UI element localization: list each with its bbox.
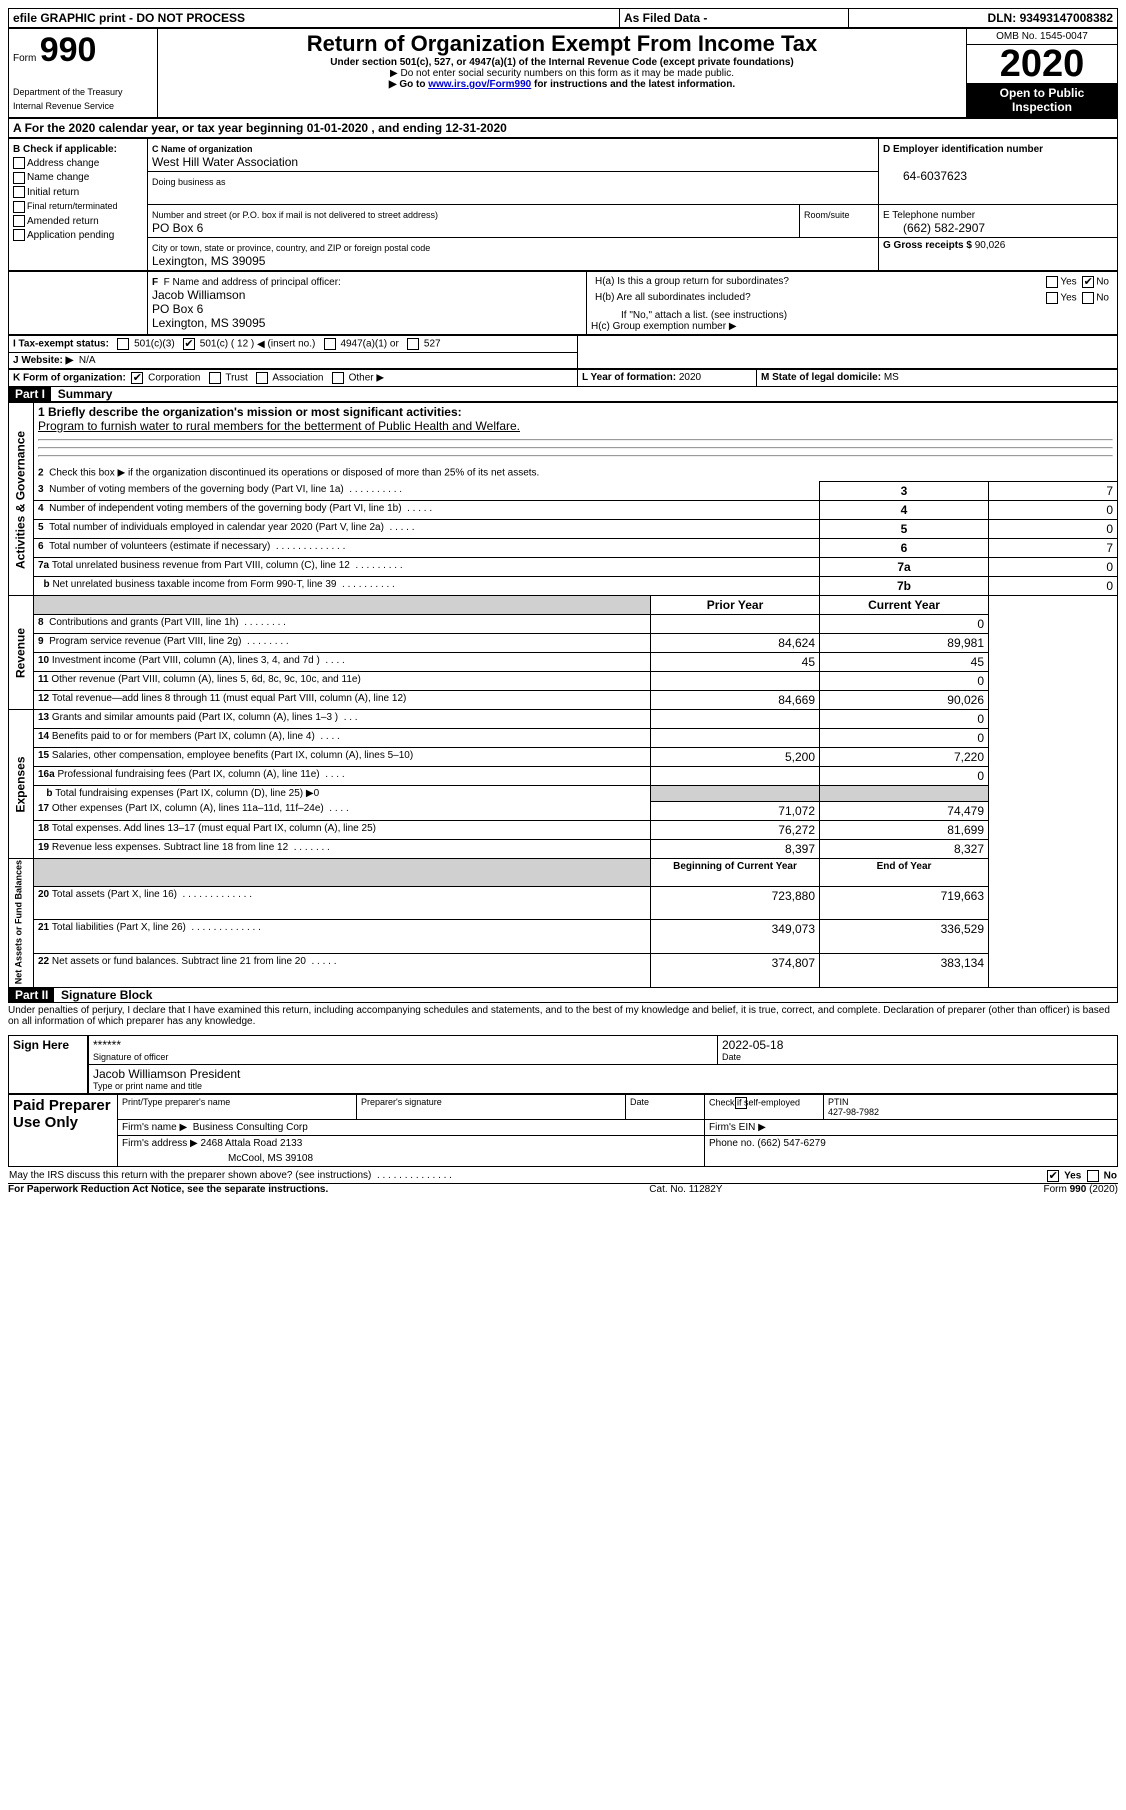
room-label: Room/suite bbox=[804, 210, 850, 220]
dept-treasury: Department of the Treasury bbox=[13, 87, 123, 97]
efile-note: efile GRAPHIC print - DO NOT PROCESS bbox=[9, 9, 620, 28]
firm-ein-label: Firm's EIN ▶ bbox=[705, 1119, 1118, 1135]
cb-name-change[interactable]: Name change bbox=[27, 172, 89, 183]
firm-name: Business Consulting Corp bbox=[193, 1122, 308, 1133]
line-a: A For the 2020 calendar year, or tax yea… bbox=[8, 118, 1118, 138]
korg-block: K Form of organization: Corporation Trus… bbox=[8, 369, 1118, 387]
perjury-decl: Under penalties of perjury, I declare th… bbox=[8, 1003, 1118, 1035]
state-domicile: MS bbox=[884, 372, 899, 383]
gross-receipts: 90,026 bbox=[975, 240, 1006, 251]
firm-addr: 2468 Attala Road 2133 bbox=[201, 1138, 303, 1149]
cat-no: Cat. No. 11282Y bbox=[649, 1184, 722, 1195]
paid-preparer: Paid Preparer Use Only Print/Type prepar… bbox=[8, 1094, 1118, 1167]
section-ag: Activities & Governance bbox=[9, 403, 34, 596]
d-label: D Employer identification number bbox=[883, 144, 1043, 155]
street-label: Number and street (or P.O. box if mail i… bbox=[152, 210, 438, 220]
form-header: Form 990 Department of the Treasury Inte… bbox=[8, 28, 1118, 118]
sig-officer-label: Signature of officer bbox=[93, 1052, 713, 1062]
city-label: City or town, state or province, country… bbox=[152, 243, 430, 253]
i-label: I Tax-exempt status: bbox=[13, 339, 109, 350]
footer: May the IRS discuss this return with the… bbox=[8, 1169, 1118, 1183]
ha-label: H(a) Is this a group return for subordin… bbox=[591, 274, 930, 290]
form-title: Return of Organization Exempt From Incom… bbox=[162, 31, 962, 57]
j-label: J Website: ▶ bbox=[13, 355, 73, 366]
f-label: F F Name and address of principal office… bbox=[152, 277, 341, 288]
year-formation: 2020 bbox=[679, 372, 701, 383]
l1-label: 1 Briefly describe the organization's mi… bbox=[38, 405, 462, 419]
street: PO Box 6 bbox=[152, 221, 203, 235]
c-name-label: C Name of organization bbox=[152, 144, 253, 154]
hb-note: If "No," attach a list. (see instruction… bbox=[591, 310, 1113, 321]
mission-text: Program to furnish water to rural member… bbox=[38, 419, 520, 433]
k-label: K Form of organization: bbox=[13, 373, 126, 384]
officer-addr1: PO Box 6 bbox=[152, 302, 203, 316]
irs-label: Internal Revenue Service bbox=[13, 101, 114, 111]
firm-addr2: McCool, MS 39108 bbox=[118, 1151, 705, 1167]
section-exp: Expenses bbox=[9, 710, 34, 859]
cb-initial-return[interactable]: Initial return bbox=[27, 187, 79, 198]
part-i-header: Part I Summary bbox=[8, 387, 1118, 402]
officer-addr2: Lexington, MS 39095 bbox=[152, 316, 265, 330]
hc-label: H(c) Group exemption number ▶ bbox=[591, 321, 1113, 332]
entity-block: B Check if applicable: Address change Na… bbox=[8, 138, 1118, 271]
paperwork-notice: For Paperwork Reduction Act Notice, see … bbox=[8, 1184, 328, 1195]
summary-table: Activities & Governance 1 Briefly descri… bbox=[8, 402, 1118, 988]
officer-block: F F Name and address of principal office… bbox=[8, 271, 1118, 335]
sig-date: 2022-05-18 bbox=[722, 1038, 783, 1052]
form-number: 990 bbox=[40, 31, 97, 69]
e-label: E Telephone number bbox=[883, 210, 975, 221]
cb-amended[interactable]: Amended return bbox=[27, 216, 99, 227]
paid-preparer-label: Paid Preparer Use Only bbox=[9, 1094, 118, 1166]
cb-address-change[interactable]: Address change bbox=[27, 158, 99, 169]
ptin: 427-98-7982 bbox=[828, 1107, 879, 1117]
org-name: West Hill Water Association bbox=[152, 155, 298, 169]
section-rev: Revenue bbox=[9, 596, 34, 710]
sig-typed: Jacob Williamson President bbox=[93, 1067, 240, 1081]
open-inspection: Open to Public Inspection bbox=[967, 83, 1117, 117]
ein: 64-6037623 bbox=[883, 169, 967, 183]
form-label: Form bbox=[13, 53, 36, 64]
g-label: G Gross receipts $ bbox=[883, 240, 972, 251]
top-bar: efile GRAPHIC print - DO NOT PROCESS As … bbox=[8, 8, 1118, 28]
form-foot: Form 990 (2020) bbox=[1044, 1184, 1118, 1195]
subtitle-2: ▶ Do not enter social security numbers o… bbox=[162, 68, 962, 79]
city: Lexington, MS 39095 bbox=[152, 254, 265, 268]
as-filed: As Filed Data - bbox=[620, 9, 849, 28]
subtitle-1: Under section 501(c), 527, or 4947(a)(1)… bbox=[162, 57, 962, 68]
phone: (662) 582-2907 bbox=[883, 221, 985, 235]
sign-here: Sign Here ****** Signature of officer 20… bbox=[8, 1035, 1118, 1094]
l2-text: Check this box ▶ if the organization dis… bbox=[49, 468, 539, 479]
sign-here-label: Sign Here bbox=[9, 1035, 89, 1093]
irs-link[interactable]: www.irs.gov/Form990 bbox=[428, 79, 531, 90]
cb-app-pending[interactable]: Application pending bbox=[27, 230, 114, 241]
tax-year: 2020 bbox=[967, 45, 1117, 83]
dln: DLN: 93493147008382 bbox=[849, 9, 1118, 28]
part-ii-header: Part II Signature Block bbox=[8, 988, 1118, 1003]
hb-label: H(b) Are all subordinates included? bbox=[591, 290, 930, 306]
officer-name: Jacob Williamson bbox=[152, 288, 245, 302]
firm-phone: (662) 547-6279 bbox=[757, 1138, 825, 1149]
section-nab: Net Assets or Fund Balances bbox=[9, 858, 34, 987]
website: N/A bbox=[79, 355, 96, 366]
b-label: B Check if applicable: bbox=[13, 144, 117, 155]
status-block: I Tax-exempt status: 501(c)(3) 501(c) ( … bbox=[8, 335, 1118, 369]
cb-final-return[interactable]: Final return/terminated bbox=[27, 201, 118, 211]
dba-label: Doing business as bbox=[152, 177, 226, 187]
subtitle-3: ▶ Go to www.irs.gov/Form990 for instruct… bbox=[162, 79, 962, 90]
